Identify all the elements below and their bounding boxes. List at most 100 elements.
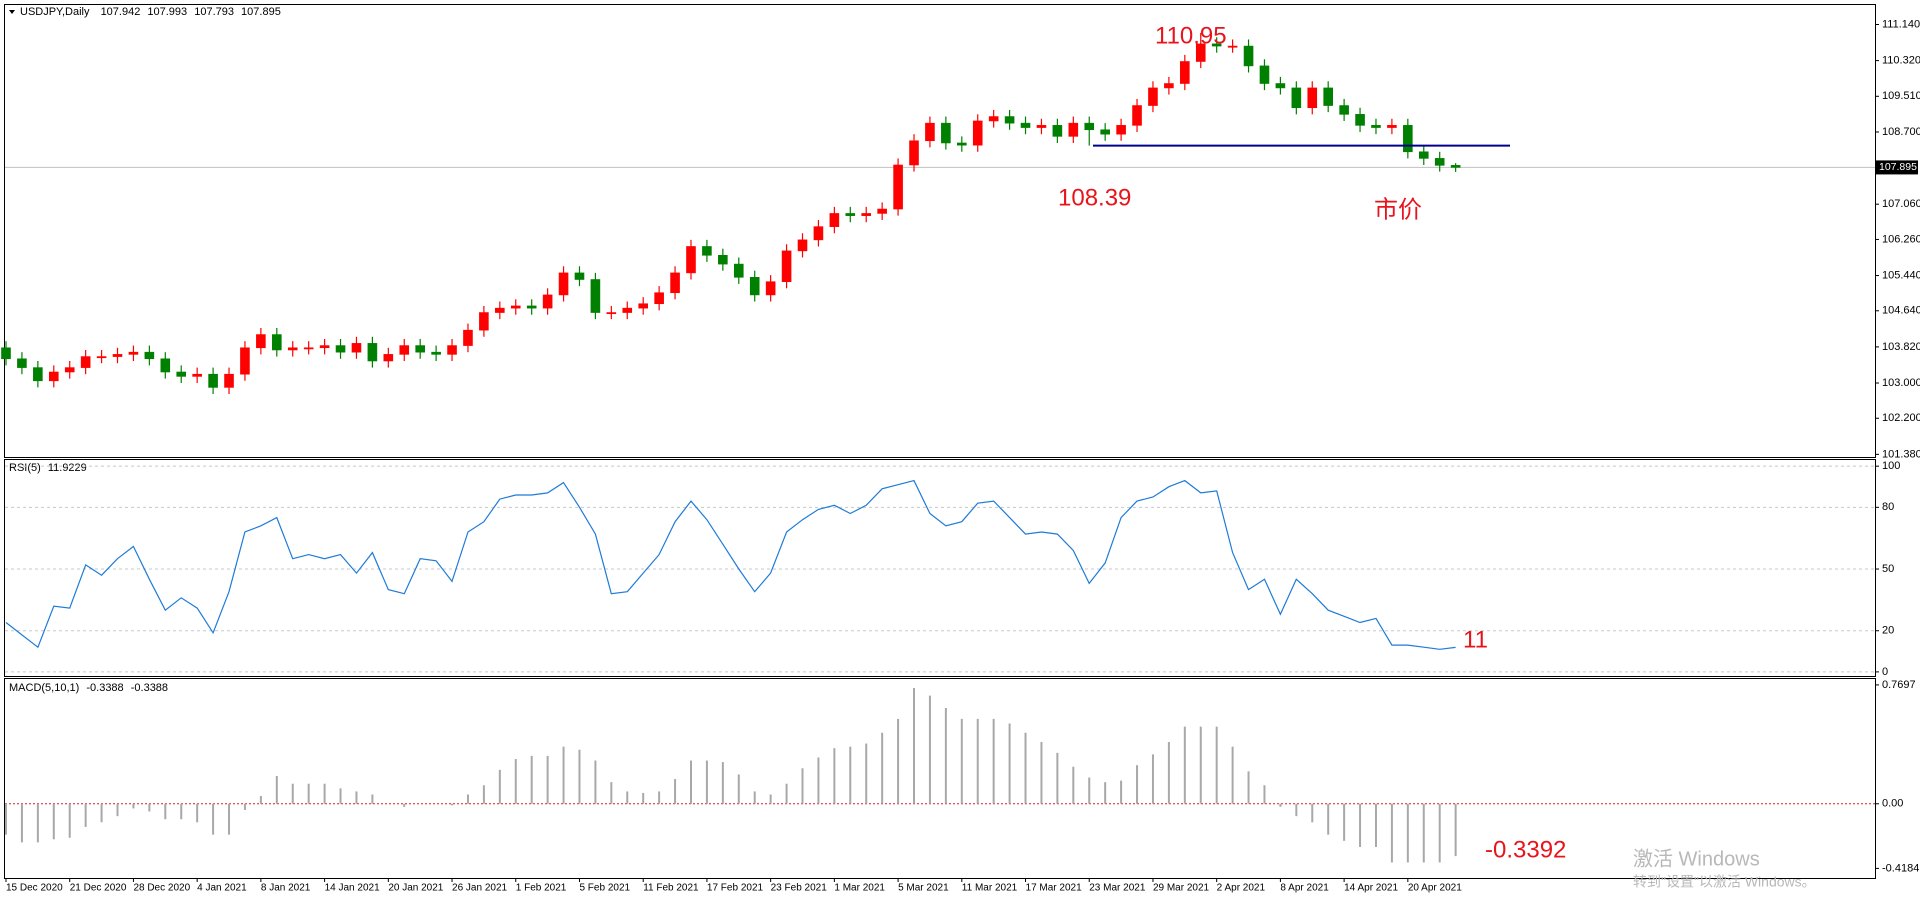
x-tick-label: 29 Mar 2021: [1153, 883, 1210, 894]
candle-body: [144, 351, 155, 360]
y-tick-label: 107.060: [1882, 198, 1920, 210]
y-tick-label: 103.000: [1882, 377, 1920, 389]
y-tick-label: 50: [1882, 563, 1894, 575]
x-tick-label: 14 Apr 2021: [1344, 883, 1398, 894]
y-tick-label: 104.640: [1882, 305, 1920, 317]
x-tick-label: 20 Jan 2021: [388, 883, 443, 894]
x-tick-label: 14 Jan 2021: [325, 883, 380, 894]
macd-header: MACD(5,10,1) -0.3388 -0.3388: [9, 682, 168, 694]
x-tick-label: 8 Apr 2021: [1280, 883, 1329, 894]
candle-body: [1418, 151, 1429, 159]
candle-body: [1132, 105, 1142, 126]
rsi-header: RSI(5) 11.9229: [9, 462, 87, 474]
candle-body: [303, 347, 314, 350]
candle-body: [797, 239, 808, 252]
y-tick-label: 111.140: [1882, 18, 1920, 30]
candle-body: [1434, 158, 1445, 166]
x-tick-label: 8 Jan 2021: [261, 883, 311, 894]
rsi-panel: [4, 459, 1876, 677]
candle-body: [606, 312, 617, 315]
y-tick-label: 103.820: [1882, 341, 1920, 353]
macd-signal: -0.3388: [131, 682, 168, 694]
y-tick-label: 109.510: [1882, 90, 1920, 102]
candle-body: [542, 294, 553, 309]
x-tick-label: 4 Jan 2021: [197, 883, 247, 894]
candle-body: [287, 347, 298, 351]
x-tick-label: 5 Feb 2021: [579, 883, 630, 894]
macd-last: -0.3388: [86, 682, 123, 694]
candle-body: [1036, 125, 1047, 128]
candle-body: [160, 358, 171, 373]
rsi-title: RSI(5): [9, 462, 41, 474]
x-tick-label: 2 Apr 2021: [1217, 883, 1266, 894]
x-tick-label: 5 Mar 2021: [898, 883, 949, 894]
y-tick-label: 0.00: [1882, 798, 1903, 810]
candle-body: [702, 246, 712, 256]
last-price-label: 107.895: [1879, 161, 1917, 173]
watermark-subtitle: 转到"设置"以激活 Windows。: [1633, 874, 1816, 890]
annotation: 11: [1463, 626, 1488, 653]
annotation: -0.3392: [1485, 836, 1566, 863]
x-tick-label: 1 Mar 2021: [834, 883, 885, 894]
candle-body: [925, 122, 935, 142]
candle-body: [510, 305, 521, 309]
candle-body: [1068, 122, 1079, 137]
macd-title: MACD(5,10,1): [9, 682, 79, 694]
candle-body: [1116, 125, 1126, 135]
last-high: 107.993: [147, 6, 187, 18]
candle-body: [1371, 125, 1381, 128]
y-tick-label: 102.200: [1882, 412, 1920, 424]
candle-body: [495, 307, 505, 313]
x-tick-label: 26 Jan 2021: [452, 883, 507, 894]
candle-body: [590, 279, 601, 313]
candle-body: [877, 208, 887, 214]
x-tick-label: 15 Dec 2020: [6, 883, 63, 894]
candle-body: [1227, 45, 1238, 48]
candle-body: [829, 213, 840, 227]
candle-body: [319, 345, 330, 349]
candle-body: [48, 371, 59, 382]
x-tick-label: 23 Feb 2021: [771, 883, 828, 894]
candle-body: [335, 345, 346, 353]
candle-body: [558, 272, 569, 296]
y-tick-label: 0: [1882, 666, 1888, 678]
symbol: USDJPY,Daily: [20, 6, 90, 18]
y-tick-label: 20: [1882, 625, 1894, 637]
candle-body: [1243, 45, 1254, 67]
watermark-title: 激活 Windows: [1633, 847, 1760, 870]
candle-body: [1259, 65, 1270, 84]
candle-body: [1052, 125, 1063, 137]
candle-body: [383, 354, 394, 362]
candle-body: [479, 312, 489, 331]
candle-body: [988, 116, 999, 122]
x-tick-label: 11 Feb 2021: [643, 883, 699, 894]
candle-body: [33, 367, 43, 382]
candle-body: [367, 343, 378, 362]
menu-triangle[interactable]: [9, 10, 15, 14]
annotation: 市价: [1374, 196, 1422, 223]
candle-body: [861, 213, 872, 216]
y-tick-label: 101.380: [1882, 448, 1920, 460]
candle-body: [1084, 122, 1095, 131]
candle-body: [526, 305, 537, 309]
candle-body: [17, 358, 27, 368]
x-tick-label: 21 Dec 2020: [70, 883, 127, 894]
y-tick-label: 110.320: [1882, 55, 1920, 67]
candle-body: [909, 140, 919, 166]
candle-body: [1148, 87, 1158, 106]
candle-body: [96, 356, 107, 359]
candle-body: [128, 351, 139, 355]
candle-body: [686, 246, 696, 274]
y-tick-label: 106.260: [1882, 233, 1920, 245]
candle-body: [1275, 83, 1286, 89]
candle-body: [431, 351, 441, 355]
candle-body: [176, 371, 187, 377]
candle-body: [654, 292, 664, 305]
candle-body: [765, 281, 776, 296]
candle-body: [463, 329, 473, 346]
candle-body: [1403, 125, 1413, 153]
y-tick-label: 108.700: [1882, 126, 1920, 138]
candle-body: [749, 277, 760, 296]
candle-body: [240, 347, 250, 375]
x-tick-label: 1 Feb 2021: [516, 883, 567, 894]
